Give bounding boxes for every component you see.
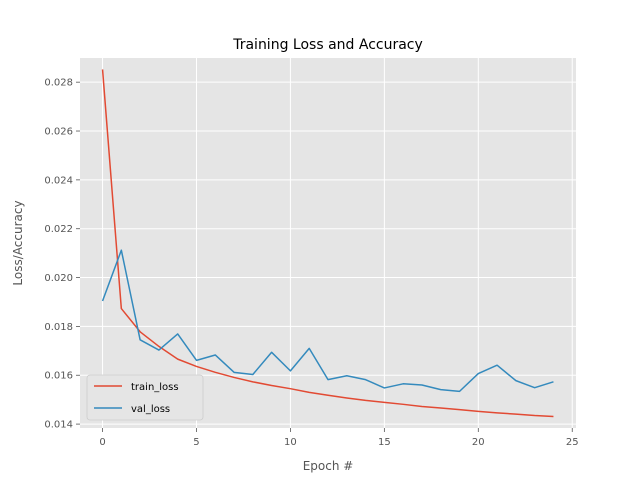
y-tick-label: 0.020 <box>44 273 73 284</box>
legend-label-train-loss: train_loss <box>131 382 179 393</box>
y-axis-ticks: 0.014 0.016 0.018 0.020 0.022 0.024 0.026 0.028 <box>44 78 80 431</box>
x-tick-label: 10 <box>284 437 297 448</box>
x-axis-label: Epoch # <box>303 459 354 473</box>
x-tick-label: 0 <box>99 437 105 448</box>
legend: train_loss val_loss <box>86 374 204 421</box>
plot-area <box>80 58 576 428</box>
series-line-train-loss <box>101 69 554 418</box>
x-tick-label: 15 <box>378 437 391 448</box>
y-tick-label: 0.026 <box>44 127 73 138</box>
y-tick-label: 0.016 <box>44 371 73 382</box>
x-axis-ticks: 0 5 10 15 20 25 <box>99 428 579 448</box>
x-tick-label: 20 <box>472 437 485 448</box>
y-tick-label: 0.018 <box>44 322 73 333</box>
series-layer <box>101 69 554 418</box>
y-tick-label: 0.022 <box>44 224 73 235</box>
chart-title: Training Loss and Accuracy <box>232 37 423 53</box>
series-line-val-loss <box>101 249 554 393</box>
legend-label-val-loss: val_loss <box>131 404 170 415</box>
y-tick-label: 0.024 <box>44 175 73 186</box>
x-tick-label: 25 <box>566 437 579 448</box>
y-tick-label: 0.028 <box>44 78 73 89</box>
y-axis-label: Loss/Accuracy <box>11 200 25 285</box>
x-tick-label: 5 <box>193 437 199 448</box>
y-tick-label: 0.014 <box>44 420 73 431</box>
